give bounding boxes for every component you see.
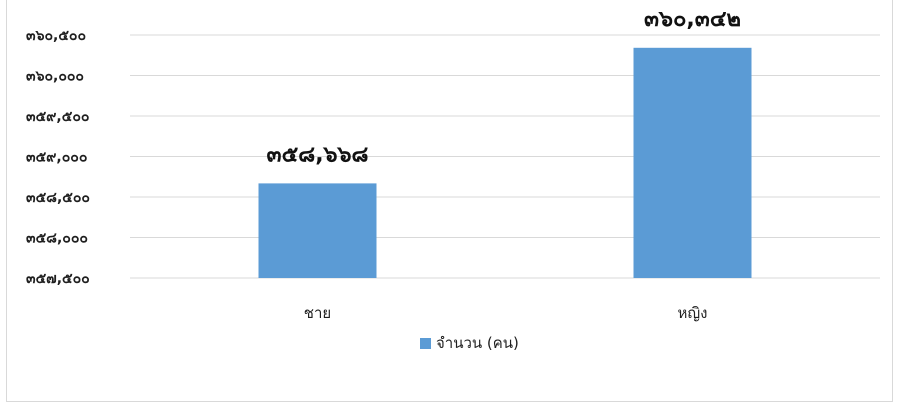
- x-category-label: หญิง: [678, 304, 708, 322]
- bars: [258, 47, 752, 278]
- bar-1: [633, 47, 752, 278]
- y-axis-ticks: ๓๕๗,๕๐๐ ๓๕๘,๐๐๐ ๓๕๘,๕๐๐ ๓๕๙,๐๐๐ ๓๕๙,๕๐๐ ๓๖๐,๐…: [26, 28, 90, 287]
- data-label: ๓๖๐,๓๔๒: [644, 7, 741, 32]
- data-labels: ๓๕๘,๖๖๘ ๓๖๐,๓๔๒: [267, 7, 741, 168]
- data-label: ๓๕๘,๖๖๘: [267, 142, 369, 167]
- y-tick-label: ๓๕๙,๐๐๐: [26, 150, 87, 166]
- y-tick-label: ๓๖๐,๐๐๐: [26, 69, 84, 85]
- y-tick-label: ๓๖๐,๕๐๐: [26, 28, 86, 44]
- y-tick-label: ๓๕๙,๕๐๐: [26, 109, 89, 125]
- y-tick-label: ๓๕๘,๐๐๐: [26, 231, 88, 247]
- gridlines: [130, 34, 880, 279]
- legend: จำนวน (คน): [420, 334, 519, 352]
- y-tick-label: ๓๕๘,๕๐๐: [26, 190, 90, 206]
- bar-0: [258, 183, 377, 278]
- x-category-label: ชาย: [304, 304, 331, 322]
- legend-label: จำนวน (คน): [436, 334, 519, 352]
- y-tick-label: ๓๕๗,๕๐๐: [26, 271, 90, 287]
- legend-swatch: [420, 338, 431, 349]
- x-axis-categories: ชาย หญิง: [304, 304, 708, 322]
